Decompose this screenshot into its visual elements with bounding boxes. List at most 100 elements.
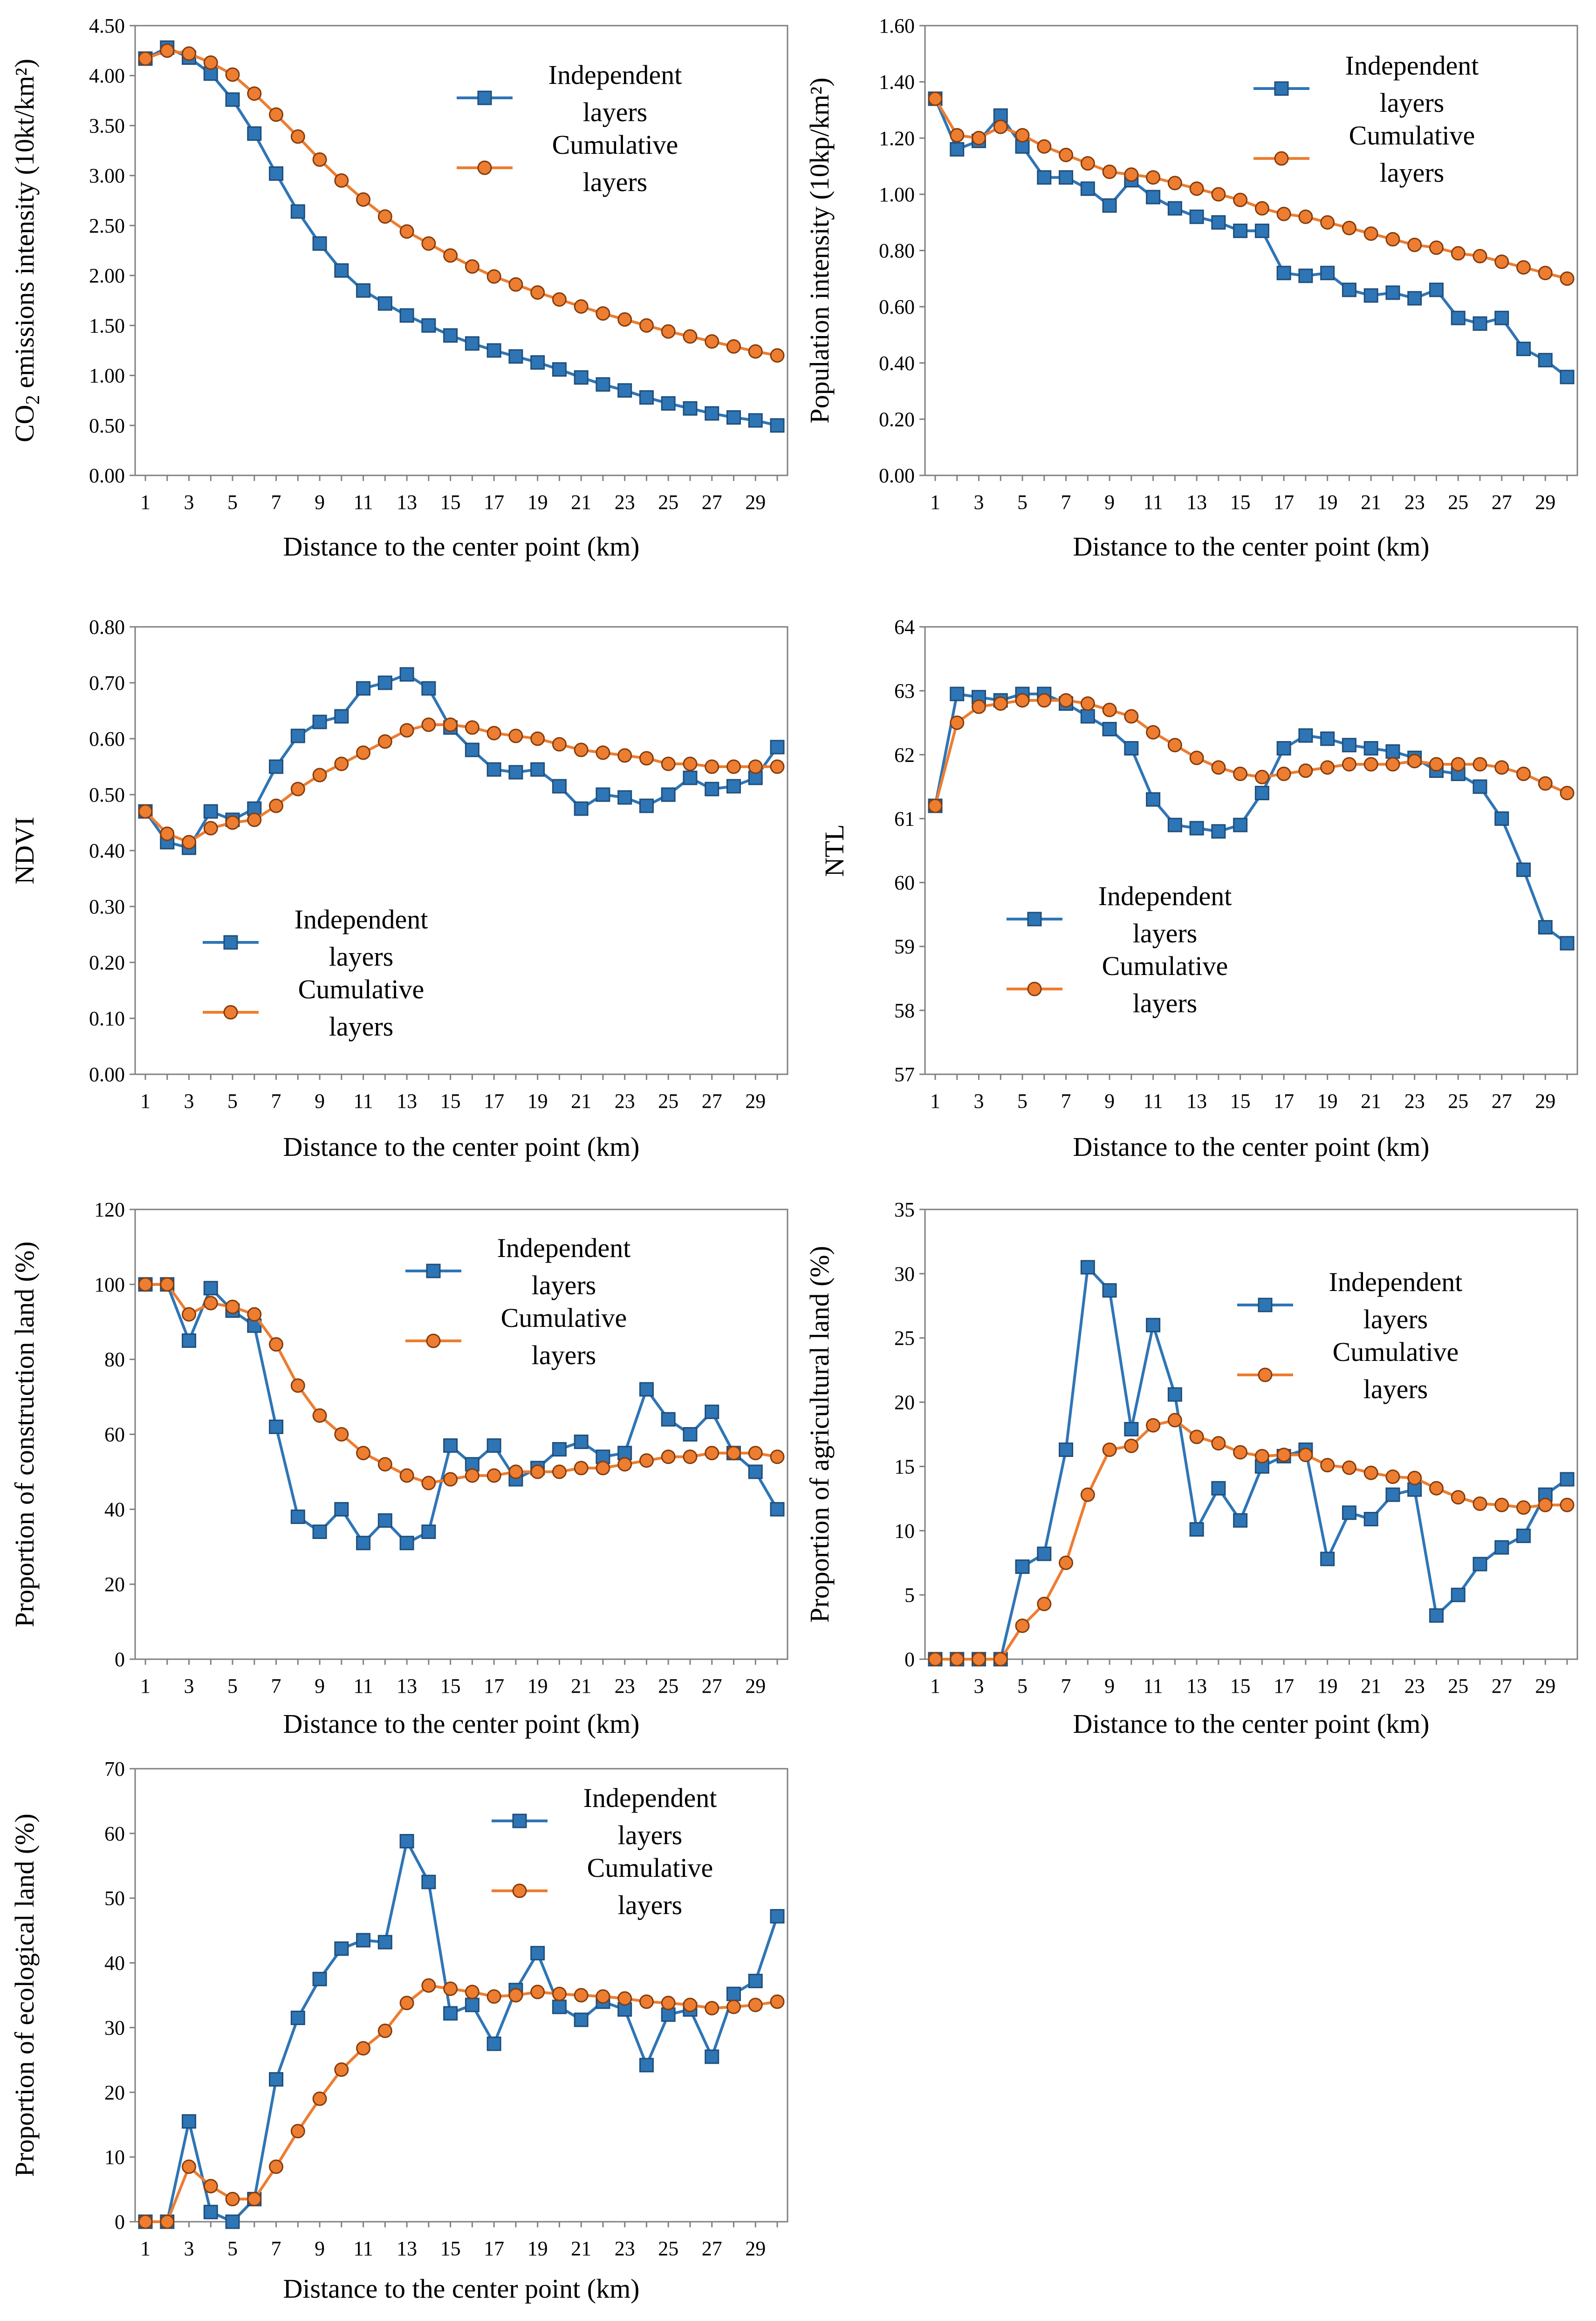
data-point-circle [770,759,785,774]
data-point-circle [950,1652,965,1667]
plot-frame [134,25,788,476]
data-point-square [748,413,763,428]
y-tick-label: 0.20 [879,408,915,431]
data-point-square [1276,741,1291,756]
data-point-circle [1189,181,1204,196]
y-axis-label: CO2 emissions intensity (10kt/km²) [9,59,44,442]
x-tick-label: 25 [658,1675,678,1697]
data-point-circle [617,1457,632,1472]
y-tick-label: 64 [894,616,915,639]
data-point-circle [661,1449,676,1464]
data-point-circle [138,1277,153,1292]
data-point-circle [1385,1469,1400,1484]
data-point-circle [421,1476,436,1490]
data-point-square [377,296,392,311]
x-tick-label: 17 [484,491,504,514]
data-point-square [1276,266,1291,281]
y-tick-label: 4.00 [89,64,125,87]
data-point-circle [574,1988,589,2003]
data-point-square [269,166,284,181]
y-tick-label: 20 [104,2081,125,2104]
data-point-circle [1560,271,1575,286]
x-tick-label: 5 [1017,491,1027,514]
data-point-square [950,142,965,157]
x-tick-label: 19 [1317,1675,1338,1697]
data-point-circle [617,312,632,327]
legend-label-independent: Independent [497,1233,631,1263]
legend-label-independent: Independent [583,1783,717,1813]
data-point-circle [993,1652,1008,1667]
data-point-circle [993,696,1008,711]
x-tick-label: 9 [1104,1090,1115,1112]
data-point-circle [312,1408,327,1423]
data-point-circle [399,224,414,239]
data-point-circle [639,751,654,766]
data-point-circle [356,1446,371,1461]
legend-label-cumulative: layers [532,1340,596,1370]
x-tick-label: 9 [315,2237,325,2260]
data-point-circle [639,1994,654,2009]
data-point-square [661,787,676,802]
data-point-circle [726,339,741,354]
data-point-circle [334,173,349,188]
x-tick-label: 9 [315,491,325,514]
data-point-circle [1080,156,1095,171]
data-point-square [421,681,436,696]
data-point-square [1211,1481,1226,1496]
series-line [935,1419,1567,1661]
data-point-square [639,2058,654,2073]
x-tick-label: 21 [571,1090,591,1112]
x-tick-label: 3 [974,1090,984,1112]
data-point-circle [1102,702,1117,717]
data-point-square [399,1834,414,1849]
data-point-square [421,1524,436,1539]
x-tick-label: 17 [1274,491,1294,514]
data-point-square [1451,310,1466,325]
data-point-circle [639,318,654,333]
data-point-square [1124,741,1139,756]
y-tick-label: 40 [104,1498,125,1521]
y-tick-label: 0 [115,1648,125,1671]
legend-marker-cumulative [1027,982,1042,996]
x-tick-label: 11 [353,491,373,514]
data-point-square [574,370,589,385]
x-tick-label: 29 [745,1675,766,1697]
y-tick-label: 0 [115,2211,125,2233]
y-tick-label: 60 [894,872,915,894]
x-tick-label: 25 [1448,1090,1468,1112]
data-point-circle [269,1337,284,1352]
y-tick-label: 3.50 [89,114,125,137]
data-point-square [269,1419,284,1434]
y-tick-label: 10 [104,2146,125,2169]
x-tick-label: 13 [1186,1090,1207,1112]
data-point-circle [399,723,414,738]
data-point-circle [1538,776,1553,791]
x-tick-label: 11 [1143,1675,1163,1697]
y-tick-label: 3.00 [89,165,125,187]
legend-label-independent: Independent [1098,881,1232,911]
data-point-circle [465,1985,479,1999]
data-point-square [1538,1487,1553,1502]
data-point-circle [530,731,545,746]
data-point-square [683,401,698,416]
data-point-circle [748,344,763,359]
data-point-circle [421,236,436,251]
data-point-circle [1146,1418,1161,1433]
x-tick-label: 1 [930,1090,940,1112]
data-point-square [1429,1608,1444,1623]
legend-label-cumulative: layers [1380,158,1445,188]
x-tick-label: 25 [658,2237,678,2260]
data-point-square [1494,1540,1509,1555]
x-tick-label: 7 [271,491,281,514]
y-axis-label: Proportion of construction land (%) [9,1242,40,1627]
data-point-circle [950,128,965,143]
data-point-square [377,1513,392,1528]
legend-label-independent: Independent [1329,1267,1463,1297]
data-point-square [1189,821,1204,836]
data-point-circle [1037,693,1052,708]
x-tick-label: 27 [702,1090,722,1112]
data-point-square [661,1412,676,1427]
x-tick-label: 21 [571,491,591,514]
series-independent [138,40,785,433]
